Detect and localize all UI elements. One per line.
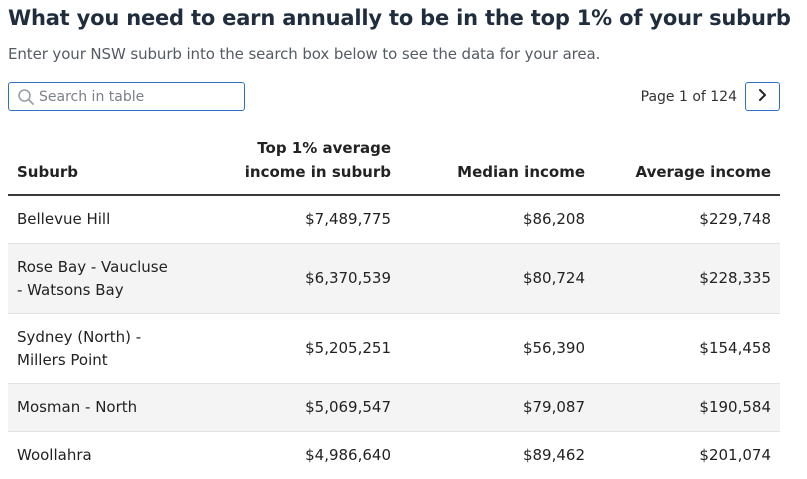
cell-average: $201,074: [594, 432, 780, 479]
search-box[interactable]: [8, 82, 245, 111]
column-header-top1-line1: Top 1% average: [257, 139, 391, 157]
table-row: Woollahra $4,986,640 $89,462 $201,074: [8, 432, 780, 479]
column-header-suburb[interactable]: Suburb: [8, 132, 208, 195]
search-input[interactable]: [39, 85, 234, 109]
cell-suburb-text: Sydney (North) - Millers Point: [17, 326, 147, 372]
page-indicator: Page 1 of 124: [641, 89, 737, 105]
page-title: What you need to earn annually to be in …: [8, 6, 791, 30]
cell-median: $56,390: [400, 314, 594, 384]
page-subtitle: Enter your NSW suburb into the search bo…: [8, 45, 600, 63]
income-table: Suburb Top 1% average income in suburb M…: [8, 132, 780, 479]
cell-top1: $4,986,640: [208, 432, 400, 479]
cell-median: $89,462: [400, 432, 594, 479]
column-header-average[interactable]: Average income: [594, 132, 780, 195]
cell-top1: $7,489,775: [208, 195, 400, 244]
chevron-right-icon: [757, 87, 769, 106]
cell-median: $79,087: [400, 384, 594, 432]
table-row: Rose Bay - Vaucluse - Watsons Bay $6,370…: [8, 244, 780, 314]
cell-median: $86,208: [400, 195, 594, 244]
pagination: Page 1 of 124: [641, 82, 780, 111]
table-row: Sydney (North) - Millers Point $5,205,25…: [8, 314, 780, 384]
cell-average: $154,458: [594, 314, 780, 384]
cell-suburb: Woollahra: [8, 432, 208, 479]
table-row: Mosman - North $5,069,547 $79,087 $190,5…: [8, 384, 780, 432]
cell-top1: $5,205,251: [208, 314, 400, 384]
cell-top1: $6,370,539: [208, 244, 400, 314]
cell-suburb: Mosman - North: [8, 384, 208, 432]
cell-top1: $5,069,547: [208, 384, 400, 432]
cell-median: $80,724: [400, 244, 594, 314]
column-header-top1-line2: income in suburb: [245, 163, 391, 181]
table-row: Bellevue Hill $7,489,775 $86,208 $229,74…: [8, 195, 780, 244]
cell-suburb: Rose Bay - Vaucluse - Watsons Bay: [8, 244, 208, 314]
cell-average: $190,584: [594, 384, 780, 432]
search-icon: [15, 86, 37, 108]
table-header-row: Suburb Top 1% average income in suburb M…: [8, 132, 780, 195]
cell-suburb: Bellevue Hill: [8, 195, 208, 244]
column-header-top1[interactable]: Top 1% average income in suburb: [208, 132, 400, 195]
column-header-median[interactable]: Median income: [400, 132, 594, 195]
next-page-button[interactable]: [745, 82, 780, 111]
cell-suburb: Sydney (North) - Millers Point: [8, 314, 208, 384]
cell-suburb-text: Rose Bay - Vaucluse - Watsons Bay: [17, 256, 177, 302]
cell-average: $229,748: [594, 195, 780, 244]
cell-average: $228,335: [594, 244, 780, 314]
